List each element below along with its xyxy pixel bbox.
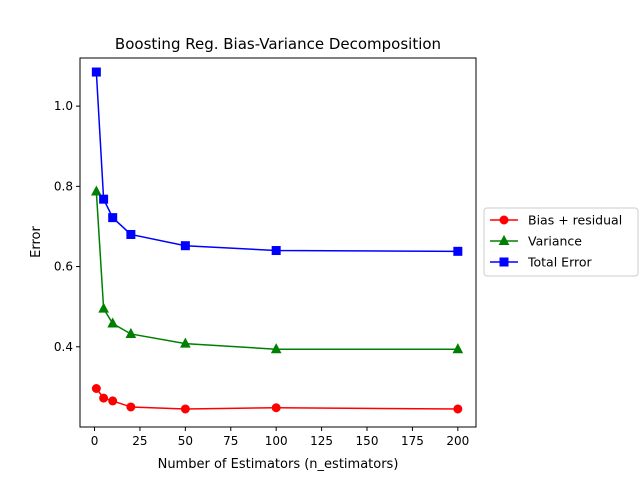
data-point — [180, 337, 191, 348]
x-tick-label: 75 — [223, 434, 238, 448]
x-ticks: 0 25 50 75 100 125 150 175 200 — [91, 427, 469, 448]
data-point — [108, 396, 118, 406]
plot-area — [80, 58, 476, 427]
data-point — [99, 393, 109, 403]
y-tick-label: 0.8 — [54, 179, 73, 193]
x-tick-label: 125 — [310, 434, 333, 448]
legend-marker — [499, 215, 509, 225]
data-point — [126, 402, 136, 412]
data-point — [91, 383, 101, 393]
x-tick-label: 50 — [178, 434, 193, 448]
series-layer — [91, 67, 464, 414]
data-point — [125, 327, 137, 338]
data-point — [180, 404, 190, 414]
x-tick-label: 0 — [91, 434, 99, 448]
series-group — [91, 185, 464, 354]
x-tick-label: 150 — [356, 434, 379, 448]
data-point — [180, 241, 190, 251]
chart-title: Boosting Reg. Bias-Variance Decompositio… — [115, 35, 441, 53]
legend-label: Total Error — [527, 255, 592, 270]
legend-marker — [499, 257, 509, 267]
legend-label: Variance — [528, 234, 582, 249]
legend-box — [483, 207, 639, 277]
data-point — [452, 343, 464, 354]
data-point — [453, 404, 463, 414]
x-axis-label: Number of Estimators (n_estimators) — [158, 457, 399, 472]
y-axis-label: Error — [29, 226, 44, 258]
legend: Bias + residual Variance Total Error — [483, 207, 639, 277]
data-point — [91, 67, 101, 77]
x-tick-label: 175 — [401, 434, 424, 448]
plot-frame — [79, 57, 477, 428]
y-tick-label: 0.6 — [54, 260, 73, 274]
data-point — [126, 229, 136, 239]
legend-marker — [498, 234, 510, 245]
data-point — [107, 317, 119, 328]
data-point — [453, 246, 463, 256]
data-point — [91, 185, 102, 196]
series-group — [91, 383, 463, 414]
data-point — [271, 246, 281, 256]
x-tick-label: 200 — [446, 434, 469, 448]
data-point — [270, 343, 282, 354]
legend-label: Bias + residual — [528, 213, 622, 228]
series-group — [91, 67, 463, 256]
y-tick-label: 0.4 — [54, 340, 73, 354]
y-ticks: 0.4 0.6 0.8 1.0 — [54, 99, 80, 354]
data-point — [271, 403, 281, 413]
data-point — [98, 302, 109, 313]
data-point — [108, 213, 118, 223]
x-tick-label: 100 — [265, 434, 288, 448]
x-tick-label: 25 — [132, 434, 147, 448]
y-tick-label: 1.0 — [54, 99, 73, 113]
data-point — [99, 194, 109, 204]
